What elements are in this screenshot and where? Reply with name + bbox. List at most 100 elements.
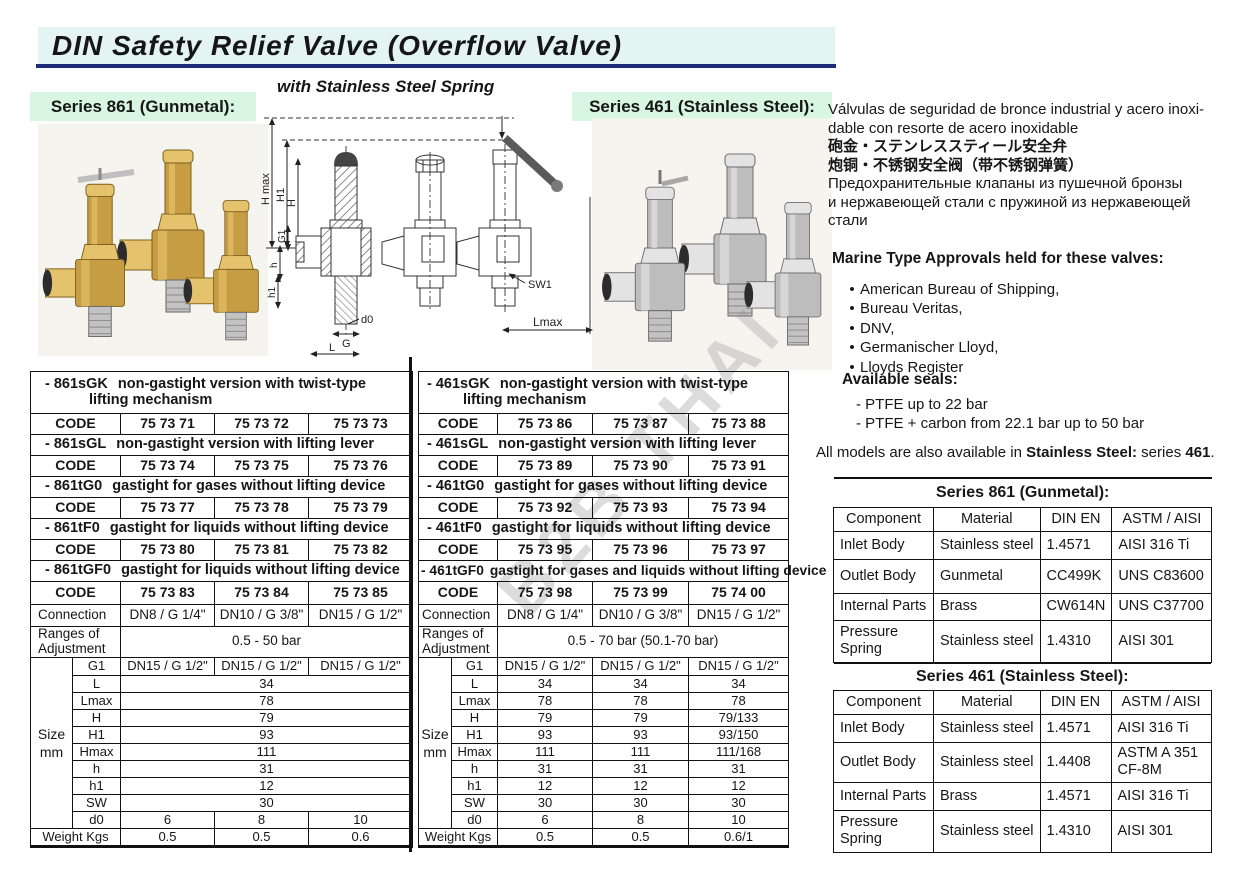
astm-cell: ASTM A 351 CF-8M bbox=[1110, 741, 1212, 783]
dim-row-label: G1 bbox=[451, 656, 498, 676]
dim-value: 34 bbox=[119, 674, 414, 693]
dim-value: 34 bbox=[497, 674, 593, 693]
dim-value: 30 bbox=[497, 793, 593, 812]
astm-cell: AISI 301 bbox=[1110, 809, 1212, 853]
series-861-material-table: Series 861 (Gunmetal): Component Materia… bbox=[833, 477, 1213, 663]
gunmetal-valves-illustration bbox=[42, 149, 259, 341]
dim-value: 79 bbox=[592, 708, 689, 727]
code-value: 75 73 82 bbox=[307, 539, 414, 561]
code-value: 75 73 72 bbox=[214, 413, 309, 435]
connection-value: DN8 / G 1/4" bbox=[497, 604, 593, 627]
dim-value: 79 bbox=[497, 708, 593, 727]
weight-value: 0.5 bbox=[120, 827, 215, 848]
size-mm-label: Size mm bbox=[418, 656, 452, 829]
dinen-cell: 1.4310 bbox=[1039, 809, 1112, 853]
dim-label-sw1: SW1 bbox=[528, 279, 552, 291]
col-header: Material bbox=[933, 506, 1041, 532]
dim-label-g1: G1 bbox=[277, 229, 288, 243]
stainless-valves-illustration bbox=[601, 153, 822, 346]
dim-value: 78 bbox=[119, 691, 414, 710]
col-header: ASTM / AISI bbox=[1111, 506, 1213, 532]
page-title: DIN Safety Relief Valve (Overflow Valve) bbox=[52, 30, 623, 61]
dim-value: 78 bbox=[592, 691, 689, 710]
code-value: 75 73 92 bbox=[497, 497, 593, 519]
weight-value: 0.5 bbox=[592, 827, 689, 848]
code-label: CODE bbox=[418, 413, 498, 435]
code-value: 75 73 88 bbox=[687, 413, 790, 435]
dinen-cell: 1.4571 bbox=[1039, 781, 1112, 811]
dim-value: 12 bbox=[687, 776, 790, 795]
code-value: 75 73 83 bbox=[120, 581, 215, 605]
dim-label-h1: H1 bbox=[275, 188, 287, 202]
code-label: CODE bbox=[30, 497, 121, 519]
dinen-cell: 1.4571 bbox=[1039, 530, 1113, 560]
dinen-cell: 1.4408 bbox=[1039, 741, 1112, 783]
dim-value: 31 bbox=[497, 759, 593, 778]
dim-value: 78 bbox=[687, 691, 790, 710]
seal-item: - PTFE + carbon from 22.1 bar up to 50 b… bbox=[856, 415, 1145, 432]
astm-cell: UNS C83600 bbox=[1111, 558, 1213, 594]
dinen-cell: CW614N bbox=[1039, 592, 1113, 621]
code-value: 75 73 71 bbox=[120, 413, 215, 435]
component-cell: Outlet Body bbox=[833, 741, 934, 783]
dim-row-label: SW bbox=[451, 793, 498, 812]
approvals-list: • American Bureau of Shipping, • Bureau Ve… bbox=[844, 280, 1059, 377]
astm-cell: AISI 301 bbox=[1111, 619, 1213, 663]
ranges-label: Ranges of Adjustment bbox=[418, 626, 498, 658]
dim-row-label: h bbox=[72, 759, 121, 778]
material-cell: Brass bbox=[933, 592, 1041, 621]
code-value: 75 73 86 bbox=[497, 413, 593, 435]
dinen-cell: 1.4571 bbox=[1039, 713, 1112, 743]
component-cell: Pressure Spring bbox=[833, 809, 934, 853]
col-header: ASTM / AISI bbox=[1110, 689, 1212, 715]
dim-value: 111/168 bbox=[687, 742, 790, 761]
description-line-es: dable con resorte de acero inoxidable bbox=[828, 119, 1079, 137]
weight-value: 0.6/1 bbox=[687, 827, 790, 848]
dim-value: 111 bbox=[497, 742, 593, 761]
dim-value: 79/133 bbox=[687, 708, 790, 727]
section-header: - 461sGL non-gastight version with liftin… bbox=[417, 434, 790, 456]
col-header: Component bbox=[833, 689, 934, 715]
code-label: CODE bbox=[30, 581, 121, 605]
bullet-icon: • bbox=[849, 281, 855, 298]
material-table-title: Series 461 (Stainless Steel): bbox=[833, 662, 1211, 691]
dim-value: 6 bbox=[497, 810, 593, 829]
dim-label-h1-small: h1 bbox=[267, 286, 278, 298]
dim-row-label: d0 bbox=[451, 810, 498, 829]
ranges-value: 0.5 - 70 bar (50.1-70 bar) bbox=[496, 626, 790, 658]
dim-row-label: Hmax bbox=[72, 742, 121, 761]
bullet-icon: • bbox=[849, 319, 855, 337]
weight-label: Weight Kgs bbox=[30, 827, 121, 848]
approvals-heading: Marine Type Approvals held for these val… bbox=[832, 250, 1164, 267]
dim-value: 93 bbox=[119, 725, 414, 744]
astm-cell: AISI 316 Ti bbox=[1111, 530, 1213, 560]
component-cell: Inlet Body bbox=[833, 530, 934, 560]
approval-item: • DNV, bbox=[844, 319, 1059, 338]
dim-label-h-small: h bbox=[269, 262, 280, 268]
astm-cell: UNS C37700 bbox=[1111, 592, 1213, 621]
dim-value: 30 bbox=[119, 793, 414, 812]
code-value: 75 73 81 bbox=[214, 539, 309, 561]
code-value: 75 73 76 bbox=[307, 455, 414, 477]
section-header: - 861tG0 gastight for gases without lifti… bbox=[29, 476, 414, 498]
connection-value: DN15 / G 1/2" bbox=[307, 604, 414, 627]
approval-item: • Lloyds Register bbox=[844, 358, 1059, 377]
code-value: 75 73 78 bbox=[214, 497, 309, 519]
approval-item: • Germanischer Lloyd, bbox=[844, 338, 1059, 357]
code-value: 75 73 94 bbox=[687, 497, 790, 519]
code-value: 75 73 90 bbox=[592, 455, 689, 477]
component-cell: Outlet Body bbox=[833, 558, 934, 594]
code-label: CODE bbox=[30, 413, 121, 435]
section-header: - 461tF0 gastight for liquids without lif… bbox=[417, 518, 790, 540]
code-value: 75 73 97 bbox=[687, 539, 790, 561]
dim-row-label: SW bbox=[72, 793, 121, 812]
description-line-zh: 炮铜・不锈钢安全阀（带不锈钢弹簧） bbox=[828, 156, 1084, 174]
description-line-ru: стали bbox=[828, 212, 868, 229]
dim-value: 12 bbox=[497, 776, 593, 795]
code-label: CODE bbox=[418, 581, 498, 605]
dim-value: DN15 / G 1/2" bbox=[120, 656, 215, 676]
code-value: 75 73 96 bbox=[592, 539, 689, 561]
dim-row-label: Lmax bbox=[72, 691, 121, 710]
seals-list: - PTFE up to 22 bar - PTFE + carbon from… bbox=[856, 395, 1144, 433]
connection-value: DN10 / G 3/8" bbox=[592, 604, 689, 627]
